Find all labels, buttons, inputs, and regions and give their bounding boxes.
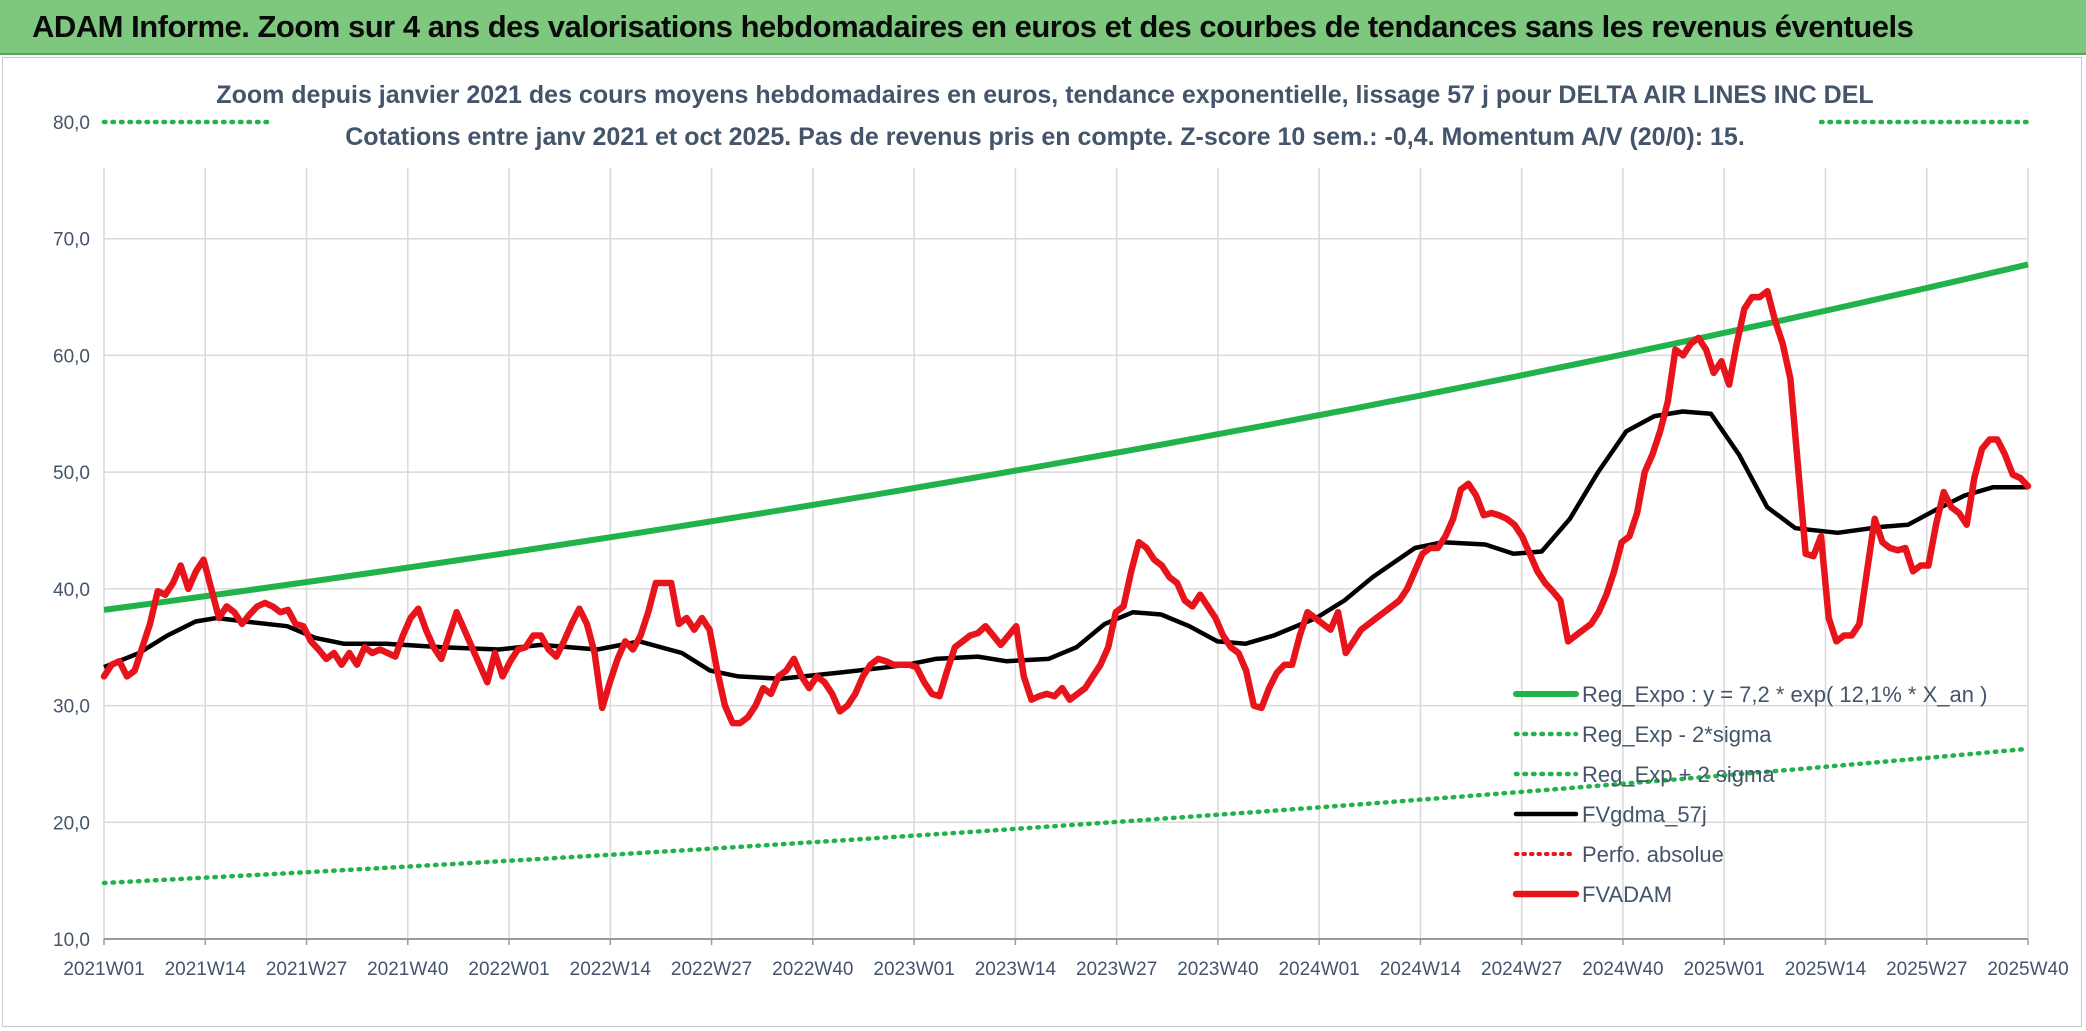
legend-label: Reg_Exp + 2 sigma bbox=[1582, 762, 1775, 787]
legend-label: Reg_Expo : y = 7,2 * exp( 12,1% * X_an ) bbox=[1582, 682, 1987, 707]
report-title: ADAM Informe. Zoom sur 4 ans des valoris… bbox=[32, 9, 1914, 44]
legend-label: FVgdma_57j bbox=[1582, 802, 1707, 827]
report-banner: ADAM Informe. Zoom sur 4 ans des valoris… bbox=[0, 0, 2086, 55]
x-tick-label: 2022W27 bbox=[671, 959, 752, 980]
x-tick-label: 2021W14 bbox=[165, 959, 247, 980]
x-tick-label: 2024W01 bbox=[1278, 959, 1359, 980]
x-tick-label: 2025W27 bbox=[1886, 959, 1967, 980]
y-tick-label: 80,0 bbox=[53, 113, 90, 134]
gridlines bbox=[103, 168, 2029, 939]
x-tick-label: 2023W14 bbox=[975, 959, 1057, 980]
y-tick-label: 60,0 bbox=[53, 346, 90, 367]
chart-frame: 10,0 20,0 30,0 40,0 50,0 60,0 70,0 80,0 2021W01 2… bbox=[2, 57, 2082, 1027]
fvadam-line bbox=[100, 287, 2032, 727]
x-tick-label: 2025W14 bbox=[1785, 959, 1867, 980]
legend-item: Reg_Exp - 2*sigma bbox=[1513, 722, 1772, 747]
legend-item: Perfo. absolue bbox=[1514, 842, 1724, 867]
fvgdma-57j-line bbox=[103, 409, 2028, 681]
x-tick-label: 2022W01 bbox=[468, 959, 549, 980]
legend: Reg_Expo : y = 7,2 * exp( 12,1% * X_an )… bbox=[1512, 682, 1987, 907]
x-tick-label: 2021W27 bbox=[266, 959, 347, 980]
chart-title-line2: Cotations entre janv 2021 et oct 2025. P… bbox=[345, 123, 1745, 151]
x-tick-label: 2021W40 bbox=[367, 959, 448, 980]
chart: 10,0 20,0 30,0 40,0 50,0 60,0 70,0 80,0 2021W01 2… bbox=[53, 60, 2069, 980]
x-tick-label: 2022W14 bbox=[570, 959, 652, 980]
legend-item: FVgdma_57j bbox=[1513, 802, 1707, 827]
legend-item: Reg_Expo : y = 7,2 * exp( 12,1% * X_an ) bbox=[1513, 682, 1987, 707]
x-tick-label: 2025W01 bbox=[1684, 959, 1765, 980]
reg-expo-line bbox=[103, 261, 2029, 613]
legend-label: FVADAM bbox=[1582, 882, 1672, 907]
y-tick-label: 50,0 bbox=[53, 463, 90, 484]
legend-label: Perfo. absolue bbox=[1582, 842, 1724, 867]
y-tick-label: 20,0 bbox=[53, 813, 90, 834]
chart-titles: Zoom depuis janvier 2021 des cours moyen… bbox=[216, 60, 1874, 154]
reg-exp-minus-2sigma-line bbox=[101, 746, 2031, 886]
y-tick-label: 40,0 bbox=[53, 580, 90, 601]
x-tick-label: 2024W27 bbox=[1481, 959, 1562, 980]
y-tick-label: 70,0 bbox=[53, 230, 90, 251]
x-tick-label: 2023W01 bbox=[873, 959, 954, 980]
axes: 10,0 20,0 30,0 40,0 50,0 60,0 70,0 80,0 2021W01 2… bbox=[53, 113, 2069, 980]
legend-item: FVADAM bbox=[1512, 882, 1672, 907]
x-tick-label: 2021W01 bbox=[63, 959, 144, 980]
x-tick-label: 2023W27 bbox=[1076, 959, 1157, 980]
x-tick-label: 2025W40 bbox=[1987, 959, 2068, 980]
x-tick-label: 2023W40 bbox=[1177, 959, 1258, 980]
x-tick-label: 2024W40 bbox=[1582, 959, 1663, 980]
y-tick-label: 10,0 bbox=[53, 930, 90, 951]
y-tick-label: 30,0 bbox=[53, 697, 90, 718]
legend-label: Reg_Exp - 2*sigma bbox=[1582, 722, 1772, 747]
x-tick-label: 2024W14 bbox=[1380, 959, 1462, 980]
chart-title-line1: Zoom depuis janvier 2021 des cours moyen… bbox=[216, 81, 1873, 109]
x-tick-label: 2022W40 bbox=[772, 959, 853, 980]
legend-item: Reg_Exp + 2 sigma bbox=[1513, 762, 1775, 787]
